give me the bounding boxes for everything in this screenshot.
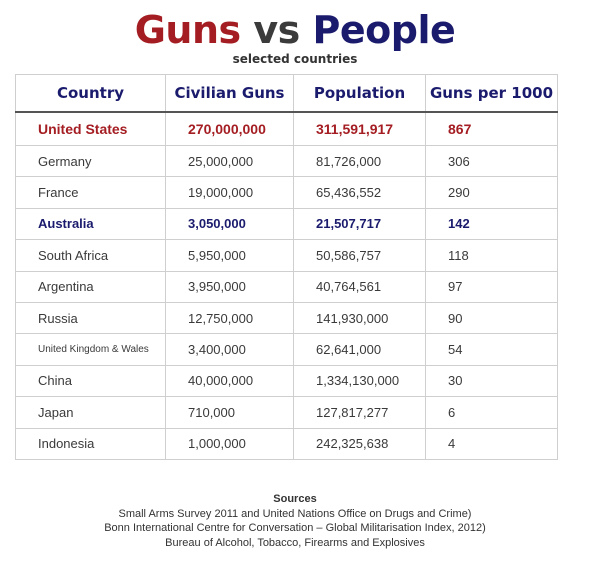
cell-civilian-guns: 5,950,000: [165, 239, 294, 272]
table-row: Australia 3,050,000 21,507,717 142: [15, 207, 558, 241]
cell-country: Argentina: [15, 270, 166, 303]
cell-civilian-guns: 710,000: [165, 396, 294, 429]
cell-population: 311,591,917: [293, 111, 426, 146]
cell-population: 1,334,130,000: [293, 364, 426, 398]
guns-table: Country Civilian Guns Population Guns pe…: [15, 74, 558, 460]
title-guns: Guns: [134, 8, 241, 52]
title-people: People: [312, 8, 456, 52]
source-line: Bureau of Alcohol, Tobacco, Firearms and…: [165, 536, 425, 549]
chart-subtitle: selected countries: [232, 52, 358, 66]
table-body: United States 270,000,000 311,591,917 867 Ge…: [15, 111, 558, 460]
cell-population: 127,817,277: [293, 396, 426, 429]
cell-country: Australia: [15, 207, 166, 241]
cell-guns-per-1000: 142: [425, 207, 558, 241]
source-line: Small Arms Survey 2011 and United Nation…: [118, 507, 472, 520]
source-line: Bonn International Centre for Conversati…: [104, 522, 486, 534]
sources-block: Sources Small Arms Survey 2011 and Unite…: [0, 492, 590, 550]
header-civilian-guns: Civilian Guns: [165, 74, 294, 113]
cell-guns-per-1000: 30: [425, 364, 558, 398]
cell-guns-per-1000: 4: [425, 427, 558, 460]
cell-country: Indonesia: [15, 427, 166, 460]
cell-guns-per-1000: 90: [425, 301, 558, 335]
cell-population: 242,325,638: [293, 427, 426, 460]
table-header-row: Country Civilian Guns Population Guns pe…: [15, 74, 558, 113]
cell-country: Germany: [15, 144, 166, 178]
cell-guns-per-1000: 118: [425, 239, 558, 272]
cell-civilian-guns: 12,750,000: [165, 301, 294, 335]
table-row: South Africa 5,950,000 50,586,757 118: [15, 239, 558, 272]
cell-guns-per-1000: 867: [425, 111, 558, 146]
table-row: Argentina 3,950,000 40,764,561 97: [15, 270, 558, 303]
cell-country: France: [15, 176, 166, 209]
cell-population: 40,764,561: [293, 270, 426, 303]
cell-population: 62,641,000: [293, 333, 426, 366]
cell-civilian-guns: 3,050,000: [165, 207, 294, 241]
cell-country: Russia: [15, 301, 166, 335]
cell-civilian-guns: 270,000,000: [165, 111, 294, 146]
cell-population: 141,930,000: [293, 301, 426, 335]
cell-guns-per-1000: 97: [425, 270, 558, 303]
chart-title: Guns vs People: [0, 8, 590, 52]
sources-heading: Sources: [273, 493, 317, 505]
cell-guns-per-1000: 6: [425, 396, 558, 429]
cell-civilian-guns: 40,000,000: [165, 364, 294, 398]
cell-civilian-guns: 3,950,000: [165, 270, 294, 303]
table-row: Japan 710,000 127,817,277 6: [15, 396, 558, 429]
cell-civilian-guns: 3,400,000: [165, 333, 294, 366]
table-row: Germany 25,000,000 81,726,000 306: [15, 144, 558, 178]
cell-country: United Kingdom & Wales: [15, 333, 166, 366]
table-row: United Kingdom & Wales 3,400,000 62,641,00…: [15, 333, 558, 366]
cell-civilian-guns: 25,000,000: [165, 144, 294, 178]
table-row: Russia 12,750,000 141,930,000 90: [15, 301, 558, 335]
cell-country: United States: [15, 111, 166, 146]
cell-country: China: [15, 364, 166, 398]
table-row: China 40,000,000 1,334,130,000 30: [15, 364, 558, 398]
header-guns-per-1000: Guns per 1000: [425, 74, 558, 113]
cell-population: 81,726,000: [293, 144, 426, 178]
cell-guns-per-1000: 54: [425, 333, 558, 366]
cell-civilian-guns: 19,000,000: [165, 176, 294, 209]
title-vs: vs: [253, 8, 300, 52]
cell-civilian-guns: 1,000,000: [165, 427, 294, 460]
table-row: Indonesia 1,000,000 242,325,638 4: [15, 427, 558, 460]
header-population: Population: [293, 74, 426, 113]
cell-population: 50,586,757: [293, 239, 426, 272]
cell-guns-per-1000: 290: [425, 176, 558, 209]
table-row: France 19,000,000 65,436,552 290: [15, 176, 558, 209]
cell-population: 65,436,552: [293, 176, 426, 209]
cell-guns-per-1000: 306: [425, 144, 558, 178]
table-row: United States 270,000,000 311,591,917 867: [15, 111, 558, 146]
header-country: Country: [15, 74, 166, 113]
cell-country: South Africa: [15, 239, 166, 272]
cell-country: Japan: [15, 396, 166, 429]
cell-population: 21,507,717: [293, 207, 426, 241]
